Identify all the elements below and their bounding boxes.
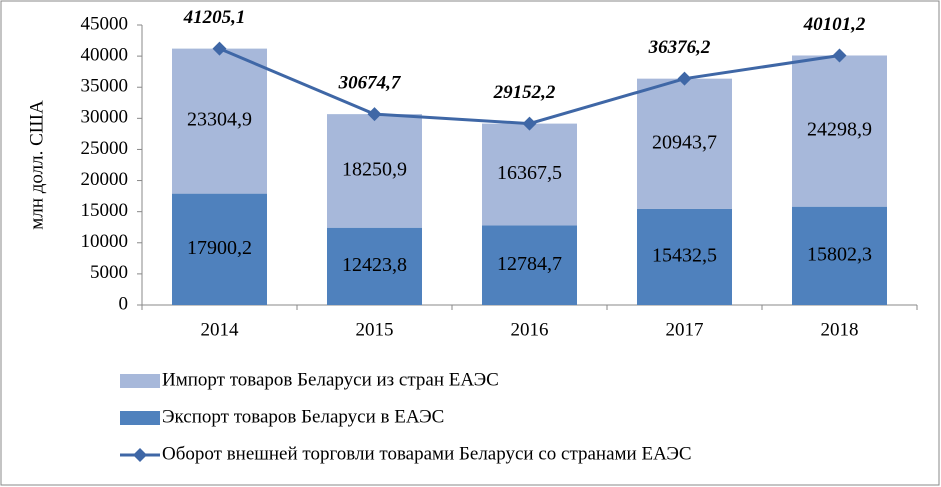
y-tick-label: 30000: [81, 107, 129, 128]
line-marker: [677, 71, 692, 86]
bar: [482, 123, 577, 226]
y-tick-label: 35000: [81, 76, 129, 97]
line-value-label: 30674,7: [338, 72, 402, 93]
bar-value-label: 16367,5: [497, 162, 562, 184]
y-tick-label: 40000: [81, 44, 129, 65]
legend-marker: [133, 448, 147, 462]
y-tick-label: 15000: [81, 200, 129, 221]
bar: [637, 208, 732, 305]
bar-value-label: 24298,9: [807, 119, 872, 141]
bar-value-label: 23304,9: [187, 109, 252, 131]
x-tick-label: 2018: [821, 319, 859, 340]
bar-value-label: 15432,5: [652, 245, 717, 267]
x-tick-label: 2014: [201, 319, 240, 340]
x-tick-label: 2015: [356, 319, 394, 340]
bar-value-label: 12784,7: [497, 253, 562, 275]
y-tick-label: 10000: [81, 231, 129, 252]
line-marker: [212, 41, 227, 56]
line-value-label: 29152,2: [493, 82, 556, 103]
line-marker: [522, 116, 537, 131]
bar: [172, 193, 267, 305]
y-tick-label: 0: [119, 293, 129, 314]
legend-label: Оборот внешней торговли товарами Беларус…: [162, 443, 692, 464]
y-tick-label: 5000: [90, 262, 128, 283]
x-tick-label: 2016: [511, 319, 549, 340]
bar: [172, 48, 267, 194]
legend-label: Экспорт товаров Беларуси в ЕАЭС: [162, 406, 444, 427]
y-tick-label: 45000: [81, 13, 129, 34]
x-tick-label: 2017: [666, 319, 704, 340]
legend-swatch: [120, 411, 160, 425]
bar: [482, 225, 577, 305]
bar: [792, 55, 887, 207]
bar: [327, 227, 422, 305]
legend-label: Импорт товаров Беларуси из стран ЕАЭС: [162, 369, 499, 390]
bar-value-label: 12423,8: [342, 254, 407, 276]
bar: [327, 114, 422, 228]
y-tick-label: 25000: [81, 138, 129, 159]
line-marker: [367, 107, 382, 122]
bar: [792, 206, 887, 305]
line-value-label: 36376,2: [648, 37, 711, 58]
y-axis-label: млн долл. США: [26, 100, 47, 230]
bar: [637, 78, 732, 209]
bar-value-label: 18250,9: [342, 159, 407, 181]
line-value-label: 41205,1: [183, 7, 246, 28]
line-marker: [832, 48, 847, 63]
bar-value-label: 17900,2: [187, 237, 252, 259]
bar-value-label: 20943,7: [652, 131, 717, 153]
y-tick-label: 20000: [81, 169, 129, 190]
bar-value-label: 15802,3: [807, 243, 872, 265]
line-value-label: 40101,2: [803, 14, 866, 35]
legend-swatch: [120, 374, 160, 388]
